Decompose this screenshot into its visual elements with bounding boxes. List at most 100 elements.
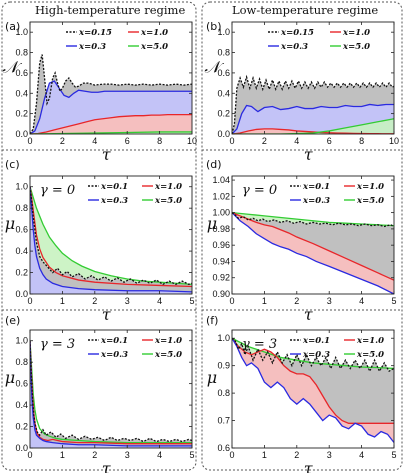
legend-label-a-1: x=1.0 <box>140 28 168 38</box>
fill-region-b-0 <box>232 78 394 134</box>
x-tick-label-f-1: 1 <box>262 450 267 460</box>
y-axis-label-c: μ <box>5 214 15 233</box>
x-tick-label-c-2: 2 <box>92 296 97 306</box>
column-title-right: Low-temperature regime <box>232 3 378 17</box>
y-tick-label-e-5: 1.0 <box>15 336 28 346</box>
plot-area-b <box>232 74 394 134</box>
x-tick-label-b-2: 4 <box>294 136 299 146</box>
legend-label-d-2: x=0.3 <box>302 196 330 206</box>
y-tick-label-d-4: 0.98 <box>212 224 230 234</box>
y-tick-label-b-5: 1.0 <box>217 27 230 37</box>
x-axis-label-c: τ <box>102 305 112 324</box>
y-tick-label-b-1: 0.2 <box>217 109 230 119</box>
x-tick-label-a-2: 4 <box>92 136 97 146</box>
y-tick-label-c-2: 0.4 <box>15 246 28 256</box>
legend-label-b-0: x=0.15 <box>280 28 314 38</box>
fill-region-d-1 <box>232 212 394 281</box>
y-tick-label-f-0: 0.6 <box>217 443 230 453</box>
x-axis-label-e: τ <box>102 459 112 473</box>
legend-label-f-0: x=0.1 <box>302 336 330 346</box>
x-tick-label-b-3: 6 <box>327 136 332 146</box>
y-tick-label-e-2: 0.4 <box>15 400 28 410</box>
series-line-d-x10 <box>232 212 394 281</box>
legend-label-d-3: x=5.0 <box>356 196 384 206</box>
x-tick-label-c-5: 5 <box>189 296 194 306</box>
series-line-c-x01 <box>30 186 192 286</box>
x-axis-label-a: τ <box>102 145 112 164</box>
panel-a: 0 2 4 6 8 10 0.0 0.2 0.4 0.6 0.8 1.0 τ 𝒩 (a) x=0.15 x=1.… <box>2 20 197 164</box>
x-tick-label-e-0: 0 <box>27 450 32 460</box>
panel-d: 0 1 2 3 4 5 0.90 0.92 0.94 0.96 0.98 1.00 1.02 1.04 τ μ… <box>206 158 397 324</box>
panel-letter-f: (f) <box>206 314 218 327</box>
x-axis-label-b: τ <box>304 145 314 164</box>
y-tick-label-c-1: 0.2 <box>15 268 28 278</box>
plot-area-a <box>30 54 192 134</box>
plot-frame-d <box>231 175 395 295</box>
plot-area-c <box>30 186 192 294</box>
y-axis-label-b: 𝒩 <box>204 57 224 76</box>
x-tick-label-d-5: 5 <box>391 296 396 306</box>
legend-label-c-3: x=5.0 <box>154 196 182 206</box>
x-tick-label-f-3: 3 <box>327 450 332 460</box>
legend-label-d-0: x=0.1 <box>302 182 330 192</box>
x-tick-label-b-4: 8 <box>359 136 364 146</box>
y-tick-label-d-5: 1.00 <box>212 208 230 218</box>
series-line-e-x01 <box>30 340 192 443</box>
y-tick-label-f-1: 0.7 <box>217 416 230 426</box>
y-tick-label-d-0: 0.90 <box>212 289 230 299</box>
legend-label-a-0: x=0.15 <box>78 28 112 38</box>
series-line-f-x01 <box>232 337 394 373</box>
y-tick-label-a-2: 0.4 <box>15 88 28 98</box>
legend-label-e-2: x=0.3 <box>100 350 128 360</box>
x-tick-label-e-3: 3 <box>125 450 130 460</box>
plot-frame-e <box>29 329 193 449</box>
plot-area-d <box>232 211 394 294</box>
x-tick-label-a-5: 10 <box>187 136 197 146</box>
legend-label-f-3: x=5.0 <box>356 350 384 360</box>
y-tick-label-b-3: 0.6 <box>217 68 230 78</box>
x-tick-label-f-0: 0 <box>229 450 234 460</box>
y-tick-label-c-4: 0.8 <box>15 203 28 213</box>
legend-label-b-3: x=5.0 <box>342 42 370 52</box>
x-tick-label-c-4: 4 <box>157 296 162 306</box>
y-tick-label-a-0: 0.0 <box>15 129 28 139</box>
legend-label-f-1: x=1.0 <box>356 336 384 346</box>
series-line-b-x03 <box>232 103 394 134</box>
legend-label-e-0: x=0.1 <box>100 336 128 346</box>
legend-label-b-1: x=1.0 <box>342 28 370 38</box>
x-tick-label-b-5: 10 <box>389 136 399 146</box>
y-tick-label-b-0: 0.0 <box>217 129 230 139</box>
series-line-b-x50 <box>232 118 394 134</box>
fill-region-b-2 <box>232 128 394 134</box>
x-tick-label-e-1: 1 <box>60 450 65 460</box>
y-axis-label-e: μ <box>5 368 15 387</box>
x-tick-label-a-1: 2 <box>60 136 65 146</box>
panel-c: 0 1 2 3 4 5 0.0 0.2 0.4 0.6 0.8 1.0 τ μ (c) γ = 0 x=0.1 x… <box>5 158 195 324</box>
legend-label-d-1: x=1.0 <box>356 182 384 192</box>
x-tick-label-b-1: 2 <box>262 136 267 146</box>
y-tick-label-d-1: 0.92 <box>212 273 230 283</box>
fill-region-c-2 <box>30 186 192 294</box>
x-tick-label-e-4: 4 <box>157 450 162 460</box>
panel-f: 0 1 2 3 4 5 0.6 0.7 0.8 0.9 1.0 τ μ (f) γ = 3 x=0.1 x=1.… <box>206 314 397 473</box>
series-line-c-x03 <box>30 186 192 293</box>
y-tick-label-b-4: 0.8 <box>217 48 230 58</box>
legend-label-c-2: x=0.3 <box>100 196 128 206</box>
series-line-d-x01 <box>232 212 394 228</box>
x-tick-label-e-5: 5 <box>189 450 194 460</box>
series-line-b-x015 <box>232 74 394 134</box>
y-tick-label-a-3: 0.6 <box>15 68 28 78</box>
y-tick-label-f-2: 0.8 <box>217 388 230 398</box>
legend-label-f-2: x=0.3 <box>302 350 330 360</box>
series-line-e-x03 <box>30 340 192 447</box>
annotation-c: γ = 0 <box>40 183 75 198</box>
x-tick-label-f-4: 4 <box>359 450 364 460</box>
series-line-d-x03 <box>232 212 394 294</box>
y-tick-label-d-7: 1.04 <box>212 175 230 185</box>
x-tick-label-f-5: 5 <box>391 450 396 460</box>
x-tick-label-d-2: 2 <box>294 296 299 306</box>
plot-area-f <box>232 337 394 443</box>
panel-b: 0 2 4 6 8 10 0.0 0.2 0.4 0.6 0.8 1.0 τ 𝒩 (b) x=0.15 x=1.… <box>204 20 399 164</box>
y-tick-label-b-2: 0.4 <box>217 88 230 98</box>
x-tick-label-c-0: 0 <box>27 296 32 306</box>
